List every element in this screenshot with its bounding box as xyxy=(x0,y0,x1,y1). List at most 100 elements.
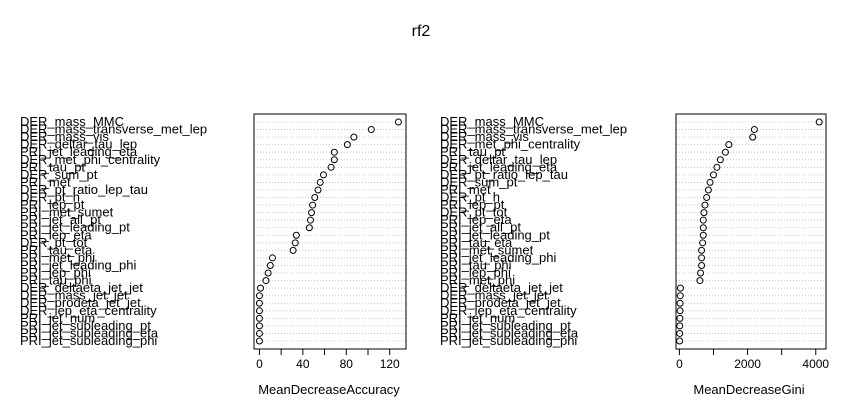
x-tick-label: 0 xyxy=(256,357,263,371)
data-point xyxy=(311,194,319,202)
data-point xyxy=(676,329,684,337)
data-point xyxy=(264,269,272,277)
category-label: DER_lep_eta_centrality xyxy=(20,303,157,318)
data-point xyxy=(699,216,707,224)
category-label: DER_deltar_tau_lep xyxy=(440,152,557,167)
category-label: PRI_tau_phi xyxy=(20,273,92,288)
data-point xyxy=(343,141,351,149)
data-point xyxy=(704,186,712,194)
data-point xyxy=(815,118,823,126)
data-point xyxy=(700,209,708,217)
category-label: PRI_lep_eta xyxy=(20,227,92,242)
data-point xyxy=(305,224,313,232)
data-point xyxy=(289,246,297,254)
x-tick-label: 80 xyxy=(340,357,354,371)
data-point xyxy=(262,277,270,285)
category-label: PRI_met_sumet xyxy=(20,205,114,220)
category-label: PRI_jet_leading_eta xyxy=(440,159,558,174)
category-label: PRI_met_sumet xyxy=(440,242,534,257)
data-point xyxy=(327,163,335,171)
category-label: DER_mass_vis xyxy=(440,129,529,144)
data-point xyxy=(292,231,300,239)
x-axis-title: MeanDecreaseGini xyxy=(693,382,804,397)
category-label: DER_pt_tot xyxy=(440,205,508,220)
category-label: PRI_lep_pt xyxy=(20,197,85,212)
data-point xyxy=(255,337,263,345)
data-point xyxy=(330,148,338,156)
data-point xyxy=(698,246,706,254)
data-point xyxy=(291,239,299,247)
category-label: PRI_lep_eta xyxy=(440,212,512,227)
data-point xyxy=(676,307,684,315)
category-label: PRI_jet_leading_phi xyxy=(440,250,556,265)
data-point xyxy=(696,277,704,285)
category-label: DER_prodeta_jet_jet xyxy=(440,295,561,310)
category-label: DER_deltaeta_jet_jet xyxy=(440,280,563,295)
data-point xyxy=(316,178,324,186)
category-label: DER_pt_ratio_lep_tau xyxy=(440,167,568,182)
data-point xyxy=(394,118,402,126)
data-point xyxy=(350,133,358,141)
category-label: PRI_jet_subleading_phi xyxy=(20,333,157,348)
category-label: PRI_jet_leading_pt xyxy=(440,227,550,242)
data-point xyxy=(716,156,724,164)
data-point xyxy=(367,126,375,134)
data-point xyxy=(698,254,706,262)
plot-frame xyxy=(253,113,407,350)
category-label: DER_sum_pt xyxy=(440,174,518,189)
data-point xyxy=(255,314,263,322)
data-point xyxy=(699,224,707,232)
chart-title: rf2 xyxy=(412,23,431,40)
category-label: PRI_lep_pt xyxy=(440,197,505,212)
data-point xyxy=(676,284,684,292)
category-label: DER_deltaeta_jet_jet xyxy=(20,280,143,295)
data-point xyxy=(749,133,757,141)
category-label: DER_pt_h xyxy=(440,190,500,205)
data-point xyxy=(255,307,263,315)
data-point xyxy=(701,201,709,209)
accuracy-dotchart-panel: DER_mass_MMCDER_mass_transverse_met_lepD… xyxy=(20,113,407,397)
category-label: PRI_met xyxy=(440,182,491,197)
data-point xyxy=(255,322,263,330)
category-label: PRI_met_phi xyxy=(440,273,515,288)
x-tick-label: 0 xyxy=(676,357,683,371)
data-point xyxy=(706,178,714,186)
data-point xyxy=(721,148,729,156)
category-label: DER_deltar_tau_lep xyxy=(20,137,137,152)
category-label: PRI_lep_phi xyxy=(20,265,91,280)
data-point xyxy=(309,201,317,209)
data-point xyxy=(676,337,684,345)
category-label: DER_met_phi_centrality xyxy=(20,152,161,167)
category-label: PRI_tau_phi xyxy=(440,257,512,272)
x-tick-label: 40 xyxy=(296,357,310,371)
data-point xyxy=(255,299,263,307)
data-point xyxy=(710,171,717,179)
category-label: PRI_jet_leading_phi xyxy=(20,257,136,272)
data-point xyxy=(306,216,314,224)
category-label: PRI_jet_leading_eta xyxy=(20,144,138,159)
data-point xyxy=(725,141,733,149)
category-label: DER_mass_transverse_met_lep xyxy=(440,122,627,137)
data-point xyxy=(255,292,263,300)
category-label: PRI_jet_subleading_pt xyxy=(440,318,571,333)
data-point xyxy=(266,261,274,269)
data-point xyxy=(676,322,684,330)
data-point xyxy=(676,299,684,307)
category-label: DER_pt_h xyxy=(20,190,80,205)
x-tick-label: 4000 xyxy=(802,357,829,371)
category-label: DER_pt_tot xyxy=(20,235,88,250)
data-point xyxy=(676,314,684,322)
category-label: PRI_tau_pt xyxy=(440,144,505,159)
data-point xyxy=(750,126,758,134)
category-label: DER_pt_ratio_lep_tau xyxy=(20,182,148,197)
data-point xyxy=(308,209,316,217)
category-label: DER_lep_eta_centrality xyxy=(440,303,577,318)
category-label: PRI_met_phi xyxy=(20,250,95,265)
data-point xyxy=(314,186,322,194)
category-label: DER_mass_transverse_met_lep xyxy=(20,122,207,137)
gini-dotchart-panel: DER_mass_MMCDER_mass_transverse_met_lepD… xyxy=(440,113,829,397)
data-point xyxy=(703,194,711,202)
category-label: PRI_jet_subleading_eta xyxy=(440,325,579,340)
category-label: DER_mass_MMC xyxy=(440,114,544,129)
